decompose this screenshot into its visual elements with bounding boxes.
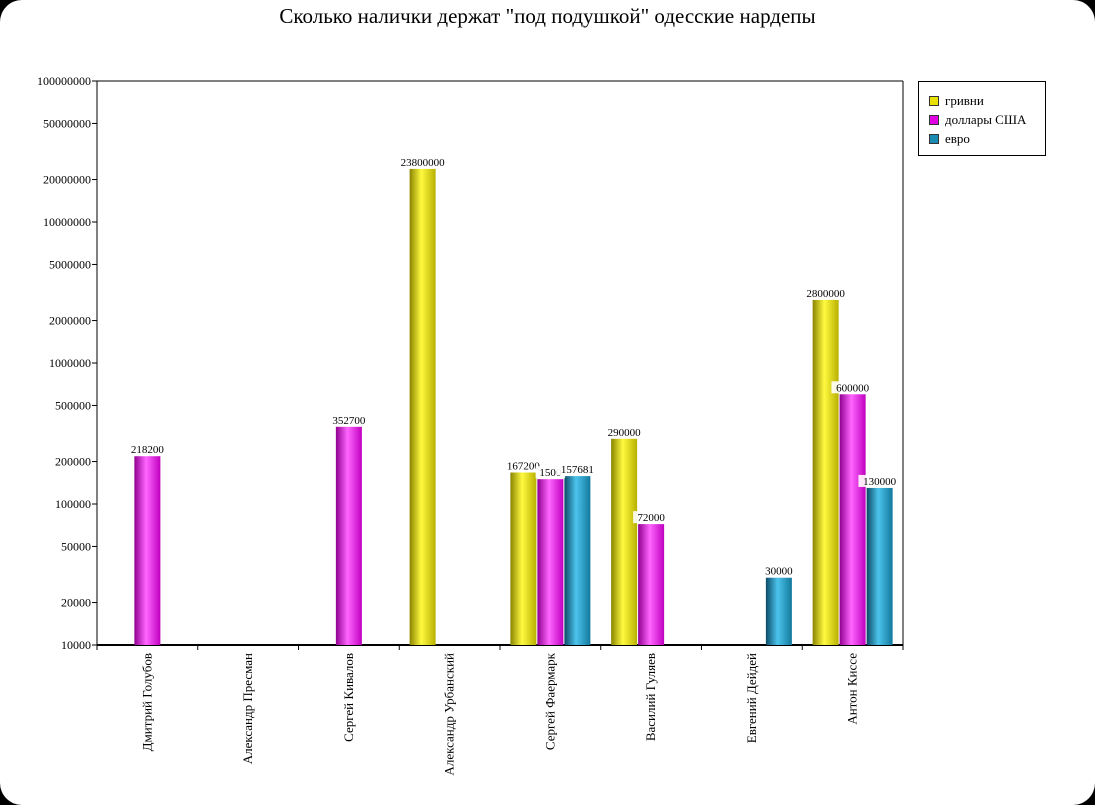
data-label-bg xyxy=(502,459,545,472)
y-tick-label: 50000 xyxy=(61,539,91,553)
legend-swatch xyxy=(929,134,939,144)
chart-title: Сколько налички держат "под подушкой" од… xyxy=(279,4,816,28)
category-label: Василий Гуляев xyxy=(643,653,658,741)
y-tick-label: 10000 xyxy=(61,638,91,652)
y-tick-label: 200000 xyxy=(55,455,91,469)
data-label: 23800000 xyxy=(401,157,446,169)
data-label-bg xyxy=(327,413,371,426)
bar xyxy=(866,487,893,645)
legend-swatch xyxy=(929,96,939,106)
y-tick-label: 2000000 xyxy=(49,314,91,328)
data-label: 218200 xyxy=(131,444,165,456)
data-label-bg xyxy=(395,155,451,168)
data-label-bg xyxy=(602,425,646,438)
bar xyxy=(611,438,638,645)
data-label-bg xyxy=(801,286,851,299)
bar xyxy=(537,479,564,645)
data-label-bg xyxy=(556,463,599,476)
y-tick-label: 1000000 xyxy=(49,356,91,370)
data-label-bg xyxy=(760,564,797,577)
category-label: Сергей Кивалов xyxy=(341,653,356,742)
legend-swatch xyxy=(929,115,939,125)
data-label: 352700 xyxy=(332,415,366,427)
bar xyxy=(765,577,792,645)
legend: гривни доллары США евро xyxy=(918,81,1046,156)
axes: 10000 20000 50000 100000 200000 500000 1000000… xyxy=(37,74,904,776)
data-label: 30000 xyxy=(765,566,793,578)
legend-item: евро xyxy=(929,131,970,147)
bar xyxy=(134,456,161,645)
y-tick-label: 5000000 xyxy=(49,257,91,271)
bar xyxy=(638,524,665,645)
data-label: 2800000 xyxy=(806,288,845,300)
bar xyxy=(510,472,537,645)
category-label: Евгений Дейдей xyxy=(744,653,759,743)
y-tick-label: 20000000 xyxy=(43,173,91,187)
y-tick-label: 100000000 xyxy=(37,74,91,88)
y-tick-label: 10000000 xyxy=(43,215,91,229)
data-label: 130000 xyxy=(863,476,897,488)
bar xyxy=(409,168,436,645)
category-label: Дмитрий Голубов xyxy=(139,653,154,751)
data-label: 167200 xyxy=(507,461,541,473)
y-tick-label: 50000000 xyxy=(43,116,91,130)
legend-item: доллары США xyxy=(929,112,1026,128)
data-label-bg xyxy=(126,443,169,456)
legend-label: евро xyxy=(945,131,970,146)
y-tick-label: 100000 xyxy=(55,497,91,511)
bars xyxy=(134,168,893,645)
category-label: Сергей Фаермарк xyxy=(542,652,557,750)
data-label: 600000 xyxy=(836,382,870,394)
data-label-bg xyxy=(633,511,670,524)
category-label: Александр Пресман xyxy=(240,653,255,764)
data-label: 72000 xyxy=(637,512,665,524)
legend-label: гривни xyxy=(945,93,984,108)
data-label-bg xyxy=(858,474,901,487)
category-label: Антон Киссе xyxy=(845,653,860,725)
data-label-bg xyxy=(831,381,874,394)
bar xyxy=(812,299,839,645)
bar xyxy=(839,394,866,645)
data-label: 290000 xyxy=(608,427,642,439)
y-tick-label: 20000 xyxy=(61,596,91,610)
legend-item: гривни xyxy=(929,93,984,109)
bar xyxy=(335,426,362,645)
category-label: Александр Урбанский xyxy=(442,653,457,776)
data-labels: 23800000 167200 290000 2800000 218200 352700 1… xyxy=(126,155,901,578)
legend-label: доллары США xyxy=(945,112,1027,127)
bar xyxy=(564,476,591,645)
data-label: 157681 xyxy=(561,464,594,476)
y-tick-label: 500000 xyxy=(55,398,91,412)
